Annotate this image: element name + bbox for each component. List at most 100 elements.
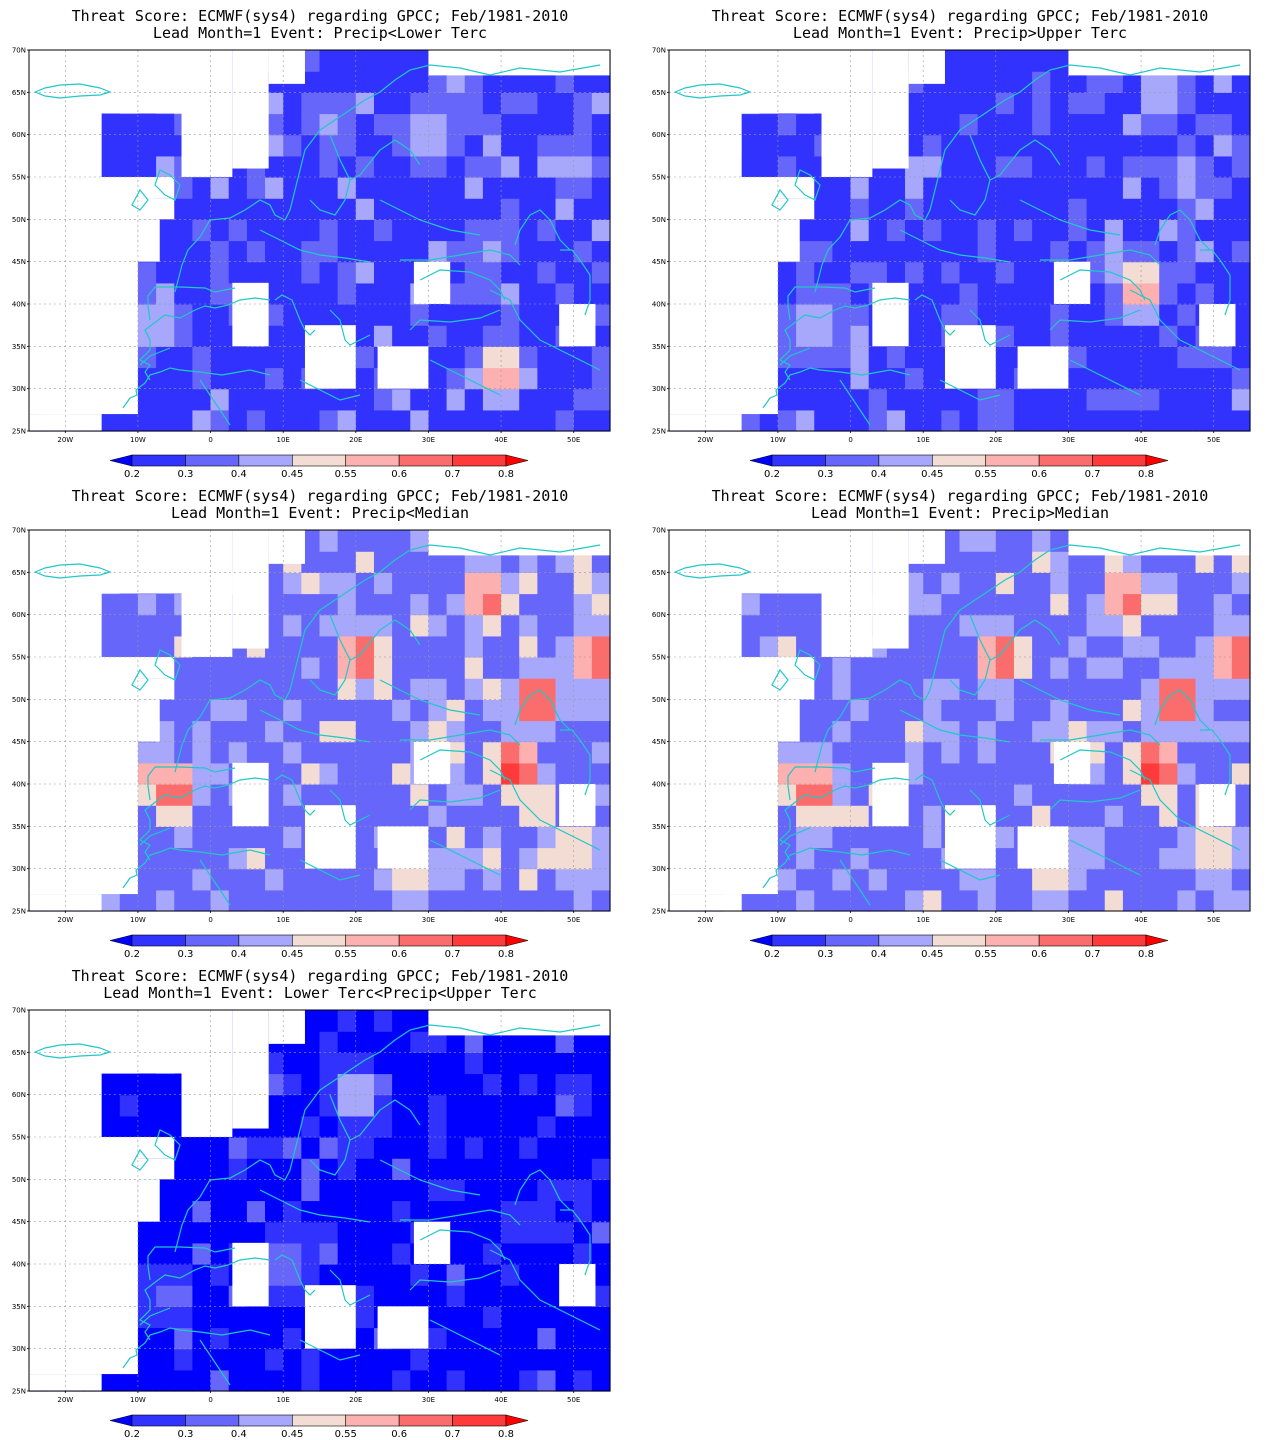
score-cell — [410, 388, 430, 411]
score-cell — [482, 409, 502, 432]
score-cell — [832, 868, 852, 891]
score-cell — [1050, 551, 1070, 573]
score-cell — [519, 805, 538, 827]
score-cell — [1032, 720, 1051, 743]
score-cell — [1050, 593, 1070, 616]
score-cell — [392, 530, 411, 552]
score-cell — [850, 657, 870, 679]
score-cell — [210, 1179, 230, 1202]
score-cell — [1231, 551, 1251, 573]
score-cell — [537, 784, 557, 806]
score-cell — [446, 1031, 466, 1053]
score-cell — [337, 1115, 357, 1138]
score-cell — [1213, 826, 1233, 849]
score-cell — [210, 1200, 230, 1223]
score-cell — [796, 113, 815, 136]
score-cell — [119, 1073, 139, 1096]
score-cell — [446, 1179, 466, 1202]
score-cell — [265, 1285, 284, 1307]
score-cell — [905, 325, 924, 347]
score-cell — [905, 346, 924, 369]
score-cell — [995, 134, 1015, 157]
score-cell — [428, 388, 448, 411]
coastline-path — [154, 169, 181, 201]
score-cell — [591, 1031, 611, 1053]
score-cell — [1159, 614, 1178, 637]
score-cell — [464, 134, 484, 157]
score-cell — [392, 134, 411, 157]
score-cell — [392, 1285, 411, 1307]
score-cell — [573, 388, 593, 411]
score-cell — [868, 741, 888, 764]
score-cell — [1013, 741, 1033, 764]
score-cell — [1141, 71, 1160, 93]
lat-label: 35N — [652, 823, 666, 831]
score-cell — [832, 177, 852, 199]
score-cell — [156, 1094, 175, 1117]
lon-label: 10E — [277, 436, 290, 444]
score-cell — [759, 614, 779, 637]
coastline-path — [1040, 729, 1161, 746]
score-cell — [796, 155, 815, 178]
score-cell — [905, 741, 924, 764]
score-cell — [1122, 409, 1142, 432]
score-cell — [482, 1052, 502, 1075]
score-cell — [482, 741, 502, 764]
score-cell — [1195, 134, 1215, 157]
score-cell — [814, 868, 834, 891]
score-cell — [192, 762, 212, 785]
score-cell — [246, 1200, 266, 1223]
score-cell — [1068, 155, 1088, 178]
score-cell — [1159, 657, 1178, 679]
score-cell — [392, 325, 411, 347]
score-cell — [428, 134, 448, 157]
coastline-path — [199, 859, 231, 906]
score-cell — [832, 261, 852, 284]
score-cell — [392, 551, 411, 573]
score-cell — [210, 261, 230, 284]
score-cell — [519, 847, 538, 870]
score-cell — [923, 572, 942, 595]
score-cell — [265, 635, 284, 658]
score-cell — [1177, 657, 1197, 679]
score-cell — [156, 741, 175, 764]
colorbar-swatch — [291, 934, 347, 947]
score-cell — [1213, 741, 1233, 764]
panel-subtitle: Lead Month=1 Event: Lower Terc<Precip<Up… — [103, 984, 537, 1002]
score-cell — [301, 240, 321, 263]
colorbar-swatch — [825, 454, 880, 467]
score-cell — [1086, 113, 1106, 136]
score-cell — [923, 388, 942, 411]
coastline-path — [1200, 729, 1231, 796]
score-cell — [941, 868, 961, 891]
score-cell — [482, 1094, 502, 1117]
score-cell — [1195, 71, 1215, 93]
score-cell — [1032, 198, 1051, 220]
score-cell — [355, 50, 375, 72]
score-cell — [1122, 762, 1142, 785]
score-cell — [519, 177, 538, 199]
score-cell — [977, 71, 997, 93]
score-cell — [174, 261, 194, 284]
score-cell — [337, 614, 357, 637]
score-cell — [1213, 889, 1233, 912]
score-cell — [1032, 409, 1051, 432]
score-cell — [1177, 784, 1197, 806]
score-cell — [1032, 889, 1051, 912]
score-cell — [446, 889, 466, 912]
score-cell — [192, 657, 212, 679]
score-cell — [1122, 92, 1142, 115]
score-cell — [777, 409, 797, 432]
score-cell — [410, 1031, 430, 1053]
score-cell — [446, 826, 466, 849]
score-cell — [156, 1073, 175, 1096]
score-cell — [977, 699, 997, 722]
score-cell — [464, 304, 484, 326]
score-cell — [537, 1348, 557, 1371]
score-cell — [959, 282, 979, 305]
coastline-path — [199, 1339, 231, 1386]
score-cell — [501, 1200, 520, 1223]
score-cell — [1177, 261, 1197, 284]
score-cell — [1068, 868, 1088, 891]
